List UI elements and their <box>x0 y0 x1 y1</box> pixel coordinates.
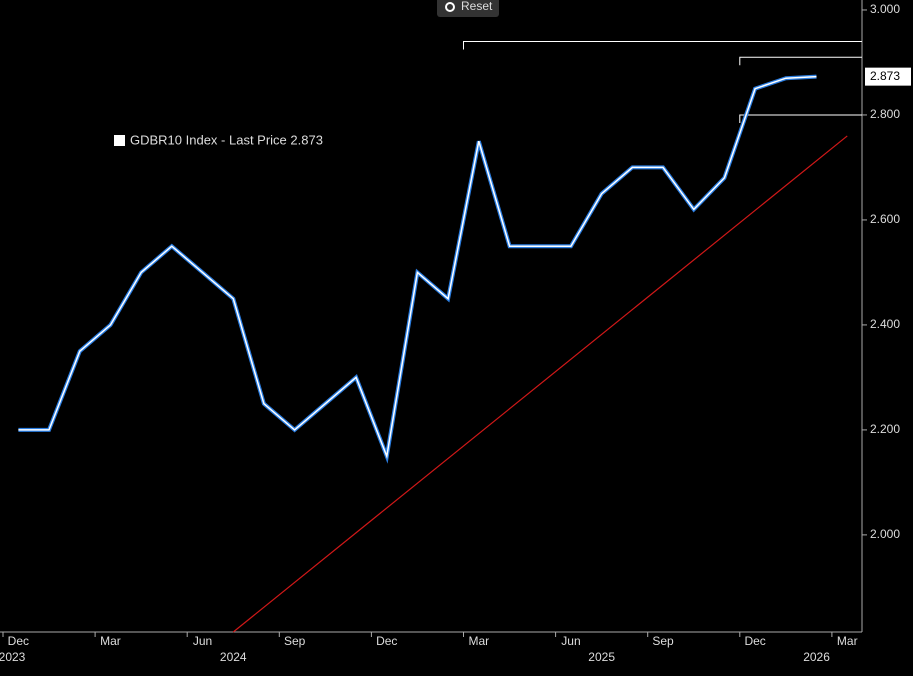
x-tick-label: Mar <box>469 634 490 648</box>
year-label: 2025 <box>588 650 615 664</box>
y-tick-label: 2.000 <box>870 527 900 541</box>
legend-swatch <box>114 135 125 146</box>
legend-label: GDBR10 Index - Last Price 2.873 <box>130 132 323 147</box>
y-tick-label: 2.400 <box>870 317 900 331</box>
year-label: 2023 <box>0 650 26 664</box>
reset-label[interactable]: Reset <box>461 0 493 13</box>
level-line <box>739 114 862 123</box>
x-tick-label: Mar <box>837 634 858 648</box>
level-line <box>463 40 862 50</box>
x-tick-label: Mar <box>100 634 121 648</box>
legend <box>108 129 336 155</box>
x-tick-label: Sep <box>652 634 674 648</box>
year-label: 2026 <box>803 650 830 664</box>
x-tick-label: Dec <box>8 634 29 648</box>
x-tick-label: Sep <box>284 634 306 648</box>
x-tick-label: Dec <box>744 634 765 648</box>
x-tick-label: Jun <box>561 634 580 648</box>
y-tick-label: 2.600 <box>870 212 900 226</box>
y-tick-label: 3.000 <box>870 2 900 16</box>
year-label: 2024 <box>220 650 247 664</box>
x-tick-label: Jun <box>193 634 212 648</box>
level-line <box>739 56 862 66</box>
y-tick-label: 2.800 <box>870 107 900 121</box>
last-price-box <box>865 67 911 86</box>
trend-line <box>232 135 848 633</box>
x-tick-label: Dec <box>376 634 397 648</box>
price-line <box>18 75 817 460</box>
y-tick-label: 2.200 <box>870 422 900 436</box>
reset-icon <box>445 2 455 12</box>
last-price-label: 2.873 <box>870 69 900 83</box>
